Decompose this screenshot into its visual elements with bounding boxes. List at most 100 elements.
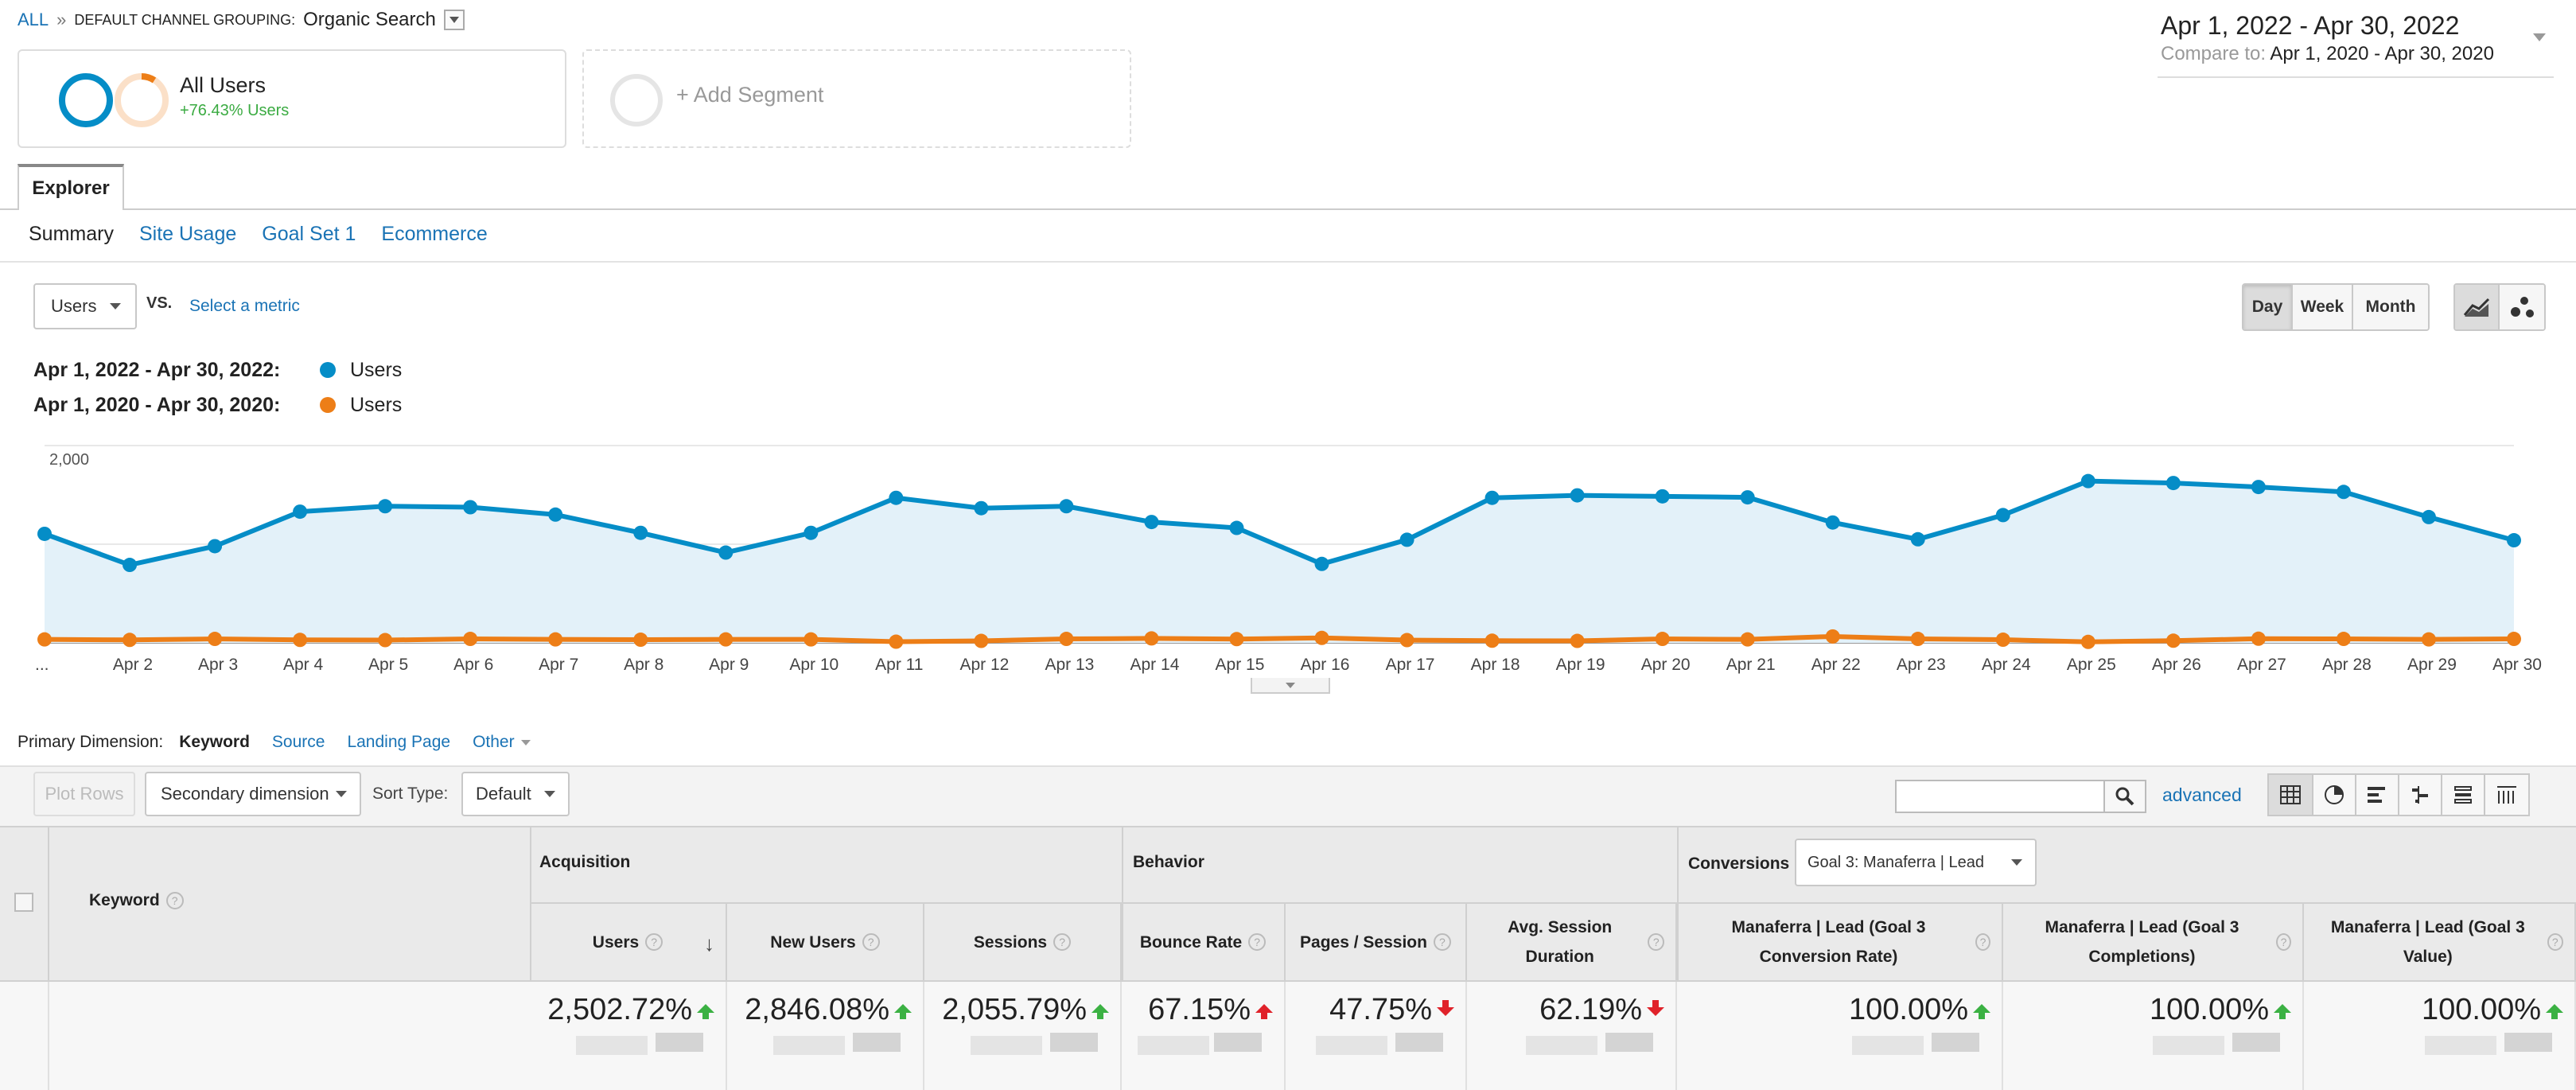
column-header-6[interactable]: Avg. Session Duration? <box>1467 904 1677 980</box>
column-header-4[interactable]: Bounce Rate? <box>1122 904 1286 980</box>
legend-row-previous: Apr 1, 2020 - Apr 30, 2020: Users <box>33 391 402 418</box>
chevron-down-icon <box>449 17 459 23</box>
view-performance-button[interactable] <box>2356 775 2399 815</box>
data-point-current <box>974 500 989 516</box>
add-segment-button[interactable]: + Add Segment <box>582 49 1131 148</box>
trend-up-icon <box>1091 1004 1109 1019</box>
column-header-label: Pages / Session <box>1300 932 1427 952</box>
column-header-8[interactable]: Manaferra | Lead (Goal 3 Completions)? <box>2003 904 2304 980</box>
total-value: 2,055.79% <box>942 993 1109 1027</box>
chevron-down-icon <box>336 791 347 797</box>
select-metric-link[interactable]: Select a metric <box>189 297 300 315</box>
view-comparison-button[interactable] <box>2399 775 2442 815</box>
data-point-previous <box>633 633 648 648</box>
line-chart-button[interactable] <box>2455 285 2500 329</box>
subtab-ecommerce[interactable]: Ecommerce <box>381 223 488 245</box>
keyword-header[interactable]: Keyword? <box>89 891 184 910</box>
view-term-cloud-button[interactable] <box>2442 775 2485 815</box>
column-header-label: New Users <box>770 932 856 952</box>
granularity-month-button[interactable]: Month <box>2353 285 2428 329</box>
help-icon: ? <box>1053 933 1072 951</box>
subtab-summary[interactable]: Summary <box>29 223 114 245</box>
redacted-comparison-value <box>2425 1036 2496 1055</box>
data-point-current <box>1825 515 1840 530</box>
goal-select[interactable]: Goal 3: Manaferra | Lead <box>1795 839 2037 886</box>
data-point-current <box>2165 476 2181 491</box>
data-point-previous <box>1059 632 1074 647</box>
dimension-other[interactable]: Other <box>473 733 531 752</box>
column-header-9[interactable]: Manaferra | Lead (Goal 3 Value)? <box>2304 904 2576 980</box>
redacted-comparison-value <box>2504 1033 2552 1052</box>
add-segment-label: + Add Segment <box>676 83 824 107</box>
breadcrumb-separator: » <box>56 10 67 29</box>
plot-rows-button[interactable]: Plot Rows <box>33 772 135 816</box>
group-divider-conv <box>1677 826 1679 1090</box>
legend-range-current: Apr 1, 2022 - Apr 30, 2022: <box>33 358 281 381</box>
total-value-text: 2,502.72% <box>547 993 692 1026</box>
help-icon: ? <box>1975 933 1990 951</box>
x-tick-label: Apr 12 <box>959 656 1009 674</box>
data-point-previous <box>2336 632 2351 647</box>
x-tick-label: Apr 26 <box>2152 656 2201 674</box>
secondary-dimension-select[interactable]: Secondary dimension <box>145 772 361 816</box>
total-cell-4: 67.15% <box>1122 982 1286 1090</box>
data-point-current <box>293 504 308 520</box>
redacted-comparison-value <box>656 1033 703 1052</box>
trend-up-icon <box>697 1004 714 1019</box>
metric-select[interactable]: Users <box>33 283 137 329</box>
legend-metric-current: Users <box>350 358 403 381</box>
view-data-table-button[interactable] <box>2269 775 2313 815</box>
subtab-site-usage[interactable]: Site Usage <box>138 223 237 245</box>
dimension-keyword[interactable]: Keyword <box>179 733 250 751</box>
dimension-source[interactable]: Source <box>271 733 325 751</box>
chart-legend: Apr 1, 2022 - Apr 30, 2022: Users Apr 1,… <box>33 356 402 418</box>
add-segment-icon <box>610 74 663 127</box>
granularity-week-label: Week <box>2300 298 2344 316</box>
grouping-value: Organic Search <box>303 9 436 30</box>
total-value-text: 100.00% <box>2149 993 2269 1026</box>
data-point-previous <box>293 633 308 648</box>
totals-row-check-cell <box>0 982 49 1090</box>
granularity-month-label: Month <box>2365 298 2416 316</box>
tab-explorer[interactable]: Explorer <box>18 164 124 210</box>
date-range-picker[interactable]: Apr 1, 2022 - Apr 30, 2022 Compare to: A… <box>2158 6 2554 78</box>
column-header-5[interactable]: Pages / Session? <box>1286 904 1467 980</box>
breadcrumb-all-link[interactable]: ALL <box>18 10 49 29</box>
view-pie-button[interactable] <box>2313 775 2356 815</box>
granularity-week-button[interactable]: Week <box>2293 285 2353 329</box>
data-point-current <box>208 539 223 554</box>
segment-all-users[interactable]: All Users +76.43% Users <box>18 49 566 148</box>
subtab-goal-set-1[interactable]: Goal Set 1 <box>262 223 356 245</box>
column-header-1[interactable]: Users? ↓ <box>530 904 727 980</box>
keyword-header-label: Keyword <box>89 891 160 909</box>
table-search-button[interactable] <box>2103 780 2146 813</box>
data-point-previous <box>974 633 989 648</box>
x-tick-label: Apr 9 <box>709 656 749 674</box>
chart-collapse-handle[interactable] <box>1251 678 1330 694</box>
column-header-label: Bounce Rate <box>1139 932 1243 952</box>
table-search-input[interactable] <box>1895 780 2105 813</box>
motion-chart-button[interactable] <box>2500 285 2544 329</box>
trend-up-icon <box>2274 1004 2291 1019</box>
data-point-current <box>548 507 563 522</box>
column-header-2[interactable]: New Users? <box>727 904 924 980</box>
data-point-previous <box>123 633 138 648</box>
sub-tabs: Summary Site Usage Goal Set 1 Ecommerce <box>29 223 488 248</box>
redacted-comparison-value <box>853 1033 901 1052</box>
dimension-landing-page[interactable]: Landing Page <box>347 733 451 751</box>
help-icon: ? <box>2275 933 2291 951</box>
advanced-filter-link[interactable]: advanced <box>2162 784 2242 805</box>
segment-change: +76.43% Users <box>180 102 290 119</box>
grouping-dropdown-button[interactable] <box>443 10 465 30</box>
select-all-checkbox[interactable] <box>14 893 33 912</box>
column-header-3[interactable]: Sessions? <box>924 904 1122 980</box>
granularity-day-button[interactable]: Day <box>2243 285 2293 329</box>
column-header-7[interactable]: Manaferra | Lead (Goal 3 Conversion Rate… <box>1677 904 2003 980</box>
sort-type-select[interactable]: Default <box>461 772 570 816</box>
redacted-comparison-value <box>2232 1033 2280 1052</box>
redacted-comparison-value <box>1138 1036 1209 1055</box>
totals-row <box>0 982 2576 1090</box>
total-value-text: 62.19% <box>1539 993 1642 1026</box>
redacted-comparison-value <box>1316 1036 1387 1055</box>
view-pivot-button[interactable] <box>2485 775 2528 815</box>
